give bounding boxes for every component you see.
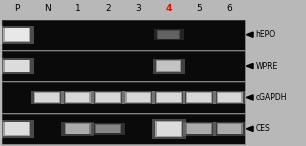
Text: hEPO: hEPO [256,30,276,39]
Bar [217,124,243,134]
Bar [2,51,245,81]
Text: 3: 3 [136,4,141,13]
Bar [156,60,181,72]
Bar [125,92,151,103]
Bar [183,122,216,136]
Bar [66,93,89,102]
Text: 2: 2 [105,4,111,13]
Polygon shape [246,63,253,69]
Bar [2,114,245,144]
Bar [2,114,245,144]
Bar [158,31,179,39]
Bar [91,91,125,104]
Bar [154,29,184,40]
Bar [152,91,185,104]
Text: 1: 1 [75,4,80,13]
Bar [187,124,211,134]
Text: N: N [44,4,50,13]
Bar [31,91,64,104]
Bar [157,122,181,136]
Bar [187,93,211,102]
Bar [2,82,245,113]
Text: P: P [14,4,19,13]
Bar [157,93,181,102]
Bar [35,93,59,102]
Bar [155,121,182,137]
Bar [213,91,246,104]
Bar [217,92,243,103]
Bar [157,61,180,71]
Bar [5,60,29,72]
Bar [3,28,30,42]
Text: 4: 4 [166,4,172,13]
Bar [5,122,29,135]
Bar [126,93,150,102]
Bar [95,92,121,103]
Bar [0,58,34,74]
Bar [5,28,29,41]
Bar [183,91,216,104]
Bar [66,124,89,134]
Bar [218,124,241,134]
Bar [213,122,246,136]
Bar [61,91,94,104]
Bar [218,93,241,102]
Bar [122,91,155,104]
Bar [96,93,120,102]
Bar [186,92,212,103]
Polygon shape [246,95,253,100]
Text: cGAPDH: cGAPDH [256,93,287,102]
Bar [2,82,245,113]
Bar [0,120,34,138]
Text: 5: 5 [196,4,202,13]
Bar [65,124,91,134]
Text: CES: CES [256,124,270,133]
Bar [91,123,125,135]
Bar [152,119,186,139]
Bar [34,92,60,103]
Bar [61,122,94,136]
Bar [156,92,182,103]
Bar [96,125,120,133]
Bar [153,59,185,74]
Bar [2,20,245,50]
Polygon shape [246,126,253,132]
Text: 6: 6 [227,4,233,13]
Bar [3,60,30,72]
Bar [65,92,91,103]
Bar [2,51,245,81]
Bar [0,26,34,44]
Bar [95,124,121,133]
Text: WPRE: WPRE [256,62,278,71]
Bar [157,30,181,39]
Bar [186,124,212,134]
Bar [3,122,30,136]
Polygon shape [246,32,253,37]
Bar [2,20,245,50]
